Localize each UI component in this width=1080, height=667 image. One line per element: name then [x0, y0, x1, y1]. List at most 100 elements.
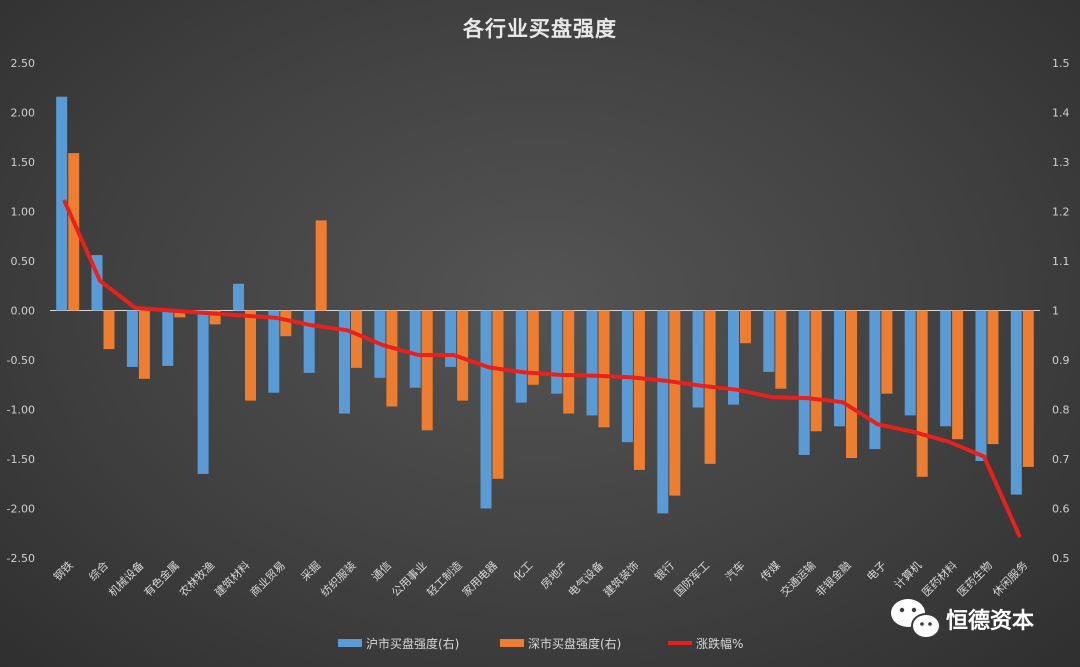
- bar: [740, 310, 751, 344]
- left-tick-label: 0.50: [11, 255, 36, 268]
- legend-swatch: [338, 639, 362, 647]
- bar: [56, 96, 68, 311]
- right-tick-label: 0.9: [1052, 354, 1070, 367]
- legend: 沪市买盘强度(右) 深市买盘强度(右) 涨跌幅%: [338, 636, 743, 651]
- bar: [869, 310, 881, 450]
- category-label: 交通运输: [777, 558, 818, 599]
- left-axis: 2.50 2.00 1.50 1.00 0.50 0.00 -0.50 -1.00 -1.50 -…: [7, 57, 35, 565]
- category-label: 国防军工: [671, 558, 712, 599]
- bar: [728, 310, 739, 405]
- line-layer: [62, 199, 1022, 538]
- watermark: 恒德资本: [891, 599, 1034, 639]
- right-tick-label: 0.8: [1052, 404, 1070, 417]
- bar: [162, 310, 174, 366]
- left-tick-label: -2.50: [7, 552, 35, 565]
- bar: [586, 310, 598, 416]
- bar: [515, 310, 527, 403]
- right-tick-label: 1.5: [1052, 57, 1070, 70]
- bar-layer: [56, 96, 1034, 514]
- bar: [68, 153, 80, 311]
- left-tick-label: -1.00: [7, 404, 35, 417]
- legend-label: 涨跌幅%: [696, 636, 743, 651]
- bar: [492, 310, 504, 479]
- bar: [798, 310, 810, 455]
- bar: [409, 310, 421, 388]
- legend-label: 深市买盘强度(右): [528, 636, 621, 651]
- category-label: 传媒: [758, 559, 783, 584]
- category-label: 汽车: [722, 558, 747, 583]
- bar: [916, 310, 928, 477]
- right-tick-label: 1.1: [1052, 255, 1070, 268]
- category-label: 公用事业: [389, 559, 429, 599]
- bar: [975, 310, 987, 461]
- category-label: 钢铁: [51, 559, 76, 584]
- wechat-icon: [891, 599, 941, 639]
- bar: [551, 310, 563, 394]
- bar: [209, 310, 221, 325]
- bar: [268, 310, 280, 393]
- bar: [810, 310, 822, 432]
- left-tick-label: 0.00: [11, 305, 36, 318]
- right-tick-label: 0.5: [1052, 552, 1070, 565]
- category-label: 房地产: [538, 558, 571, 591]
- bar: [197, 310, 209, 474]
- watermark-text: 恒德资本: [946, 608, 1034, 634]
- legend-swatch: [500, 639, 524, 647]
- bar: [174, 310, 186, 318]
- bar: [692, 310, 704, 408]
- bar: [457, 310, 469, 401]
- bar: [775, 310, 787, 389]
- bar: [669, 310, 681, 496]
- category-label: 机械设备: [106, 558, 147, 599]
- right-tick-label: 1: [1052, 305, 1059, 318]
- category-label: 银行: [651, 558, 676, 583]
- category-label: 电气设备: [565, 558, 606, 599]
- bar: [657, 310, 669, 514]
- bar: [527, 310, 539, 385]
- category-label: 建筑材料: [212, 558, 253, 599]
- bar: [834, 310, 845, 427]
- bar: [303, 310, 315, 373]
- bar: [480, 310, 492, 509]
- right-tick-label: 0.6: [1052, 503, 1070, 516]
- bar: [1010, 310, 1022, 495]
- category-label: 纺织服装: [318, 558, 359, 599]
- left-tick-label: -1.50: [7, 453, 35, 466]
- category-label: 综合: [86, 558, 111, 583]
- bar: [952, 310, 964, 440]
- right-axis: 1.5 1.4 1.3 1.2 1.1 1 0.9 0.8 0.7 0.6 0.5: [1052, 57, 1070, 565]
- category-label: 电子: [864, 559, 889, 584]
- bar: [103, 310, 115, 350]
- bar: [421, 310, 433, 431]
- left-tick-label: 1.00: [11, 206, 36, 219]
- left-tick-label: -0.50: [7, 354, 35, 367]
- bar: [315, 220, 327, 311]
- category-label: 采掘: [298, 558, 323, 583]
- bar: [563, 310, 575, 414]
- category-label: 建筑装饰: [601, 558, 642, 599]
- category-label: 通信: [369, 559, 394, 584]
- category-label: 非银金融: [813, 558, 854, 599]
- category-label: 商业贸易: [247, 558, 288, 599]
- left-tick-label: 1.50: [11, 156, 36, 169]
- chart-title: 各行业买盘强度: [462, 17, 617, 41]
- bar: [598, 310, 610, 428]
- bar: [233, 283, 244, 311]
- bar: [386, 310, 398, 407]
- bar: [91, 255, 103, 311]
- left-tick-label: 2.50: [11, 57, 36, 70]
- bar: [280, 310, 292, 337]
- category-label: 医药材料: [919, 558, 960, 599]
- bar: [763, 310, 775, 372]
- category-label: 有色金属: [141, 558, 182, 599]
- bar: [633, 310, 645, 470]
- bar: [445, 310, 457, 367]
- category-label: 医药生物: [954, 558, 995, 599]
- bar: [987, 310, 999, 445]
- category-label: 农林牧渔: [176, 558, 217, 599]
- category-label: 轻工制造: [424, 558, 465, 599]
- bar: [138, 310, 150, 379]
